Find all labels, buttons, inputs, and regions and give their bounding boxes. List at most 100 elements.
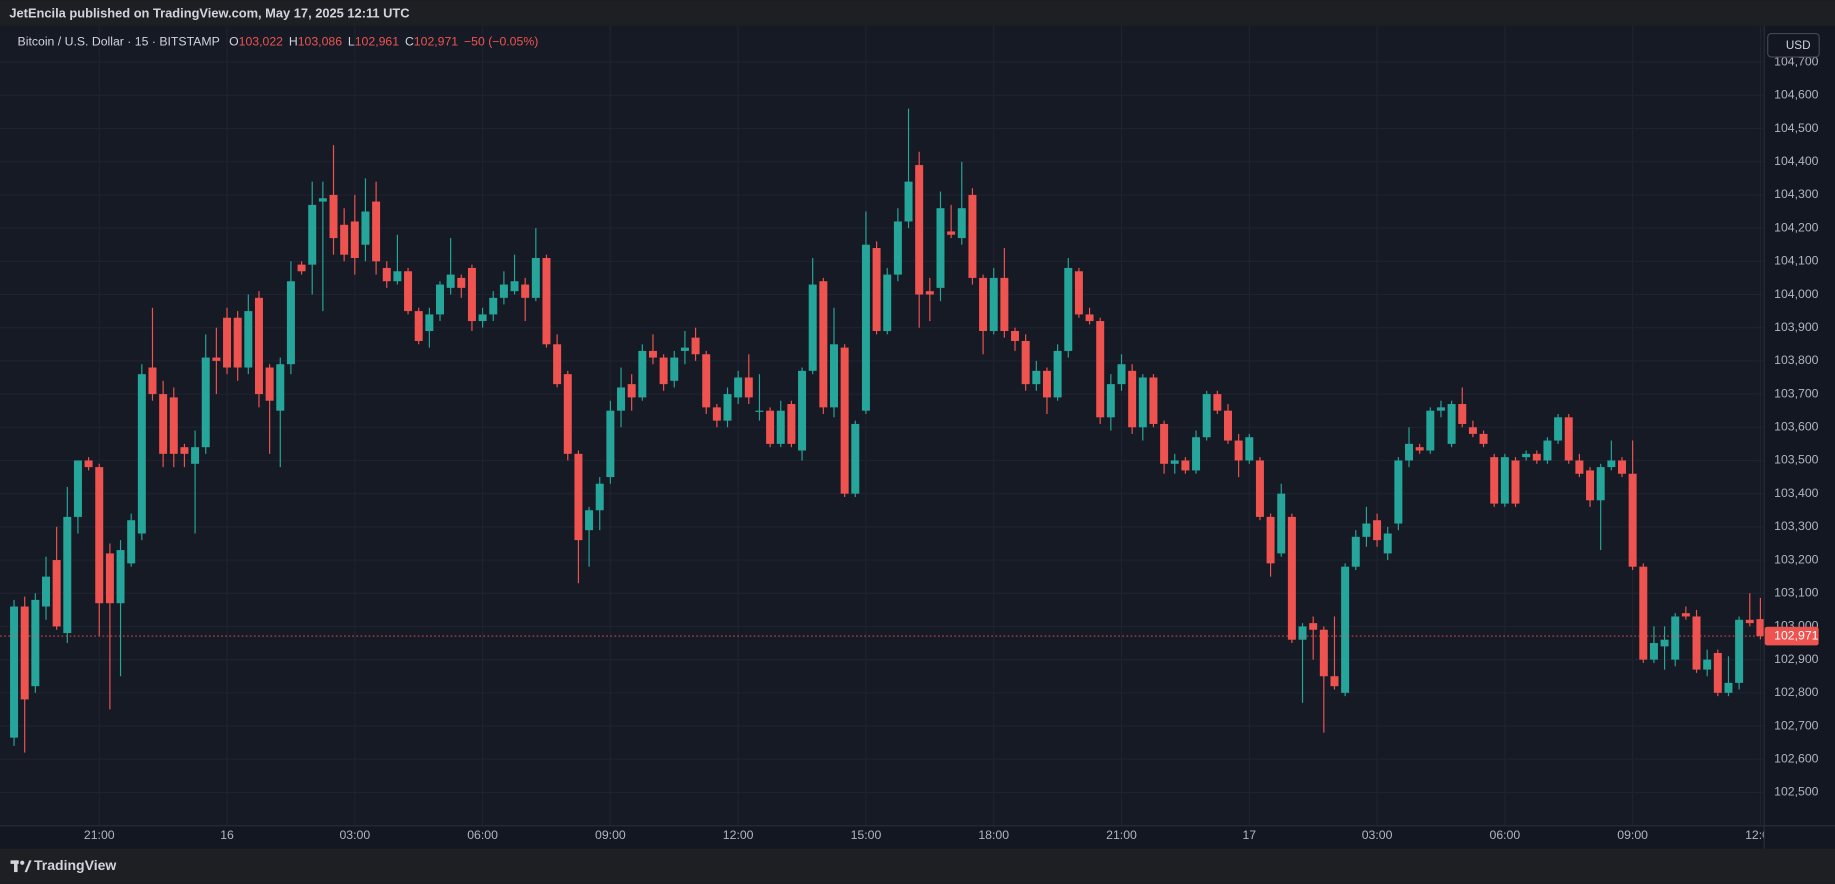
candle-body <box>776 410 785 444</box>
y-tick-label: 103,500 <box>1774 453 1819 467</box>
candle-body <box>1277 493 1286 554</box>
candle-body <box>116 550 125 604</box>
candle-body <box>318 198 327 202</box>
candle-body <box>159 394 168 454</box>
candle-body <box>1330 676 1339 687</box>
candle-body <box>808 284 817 371</box>
candle-body <box>1202 394 1211 438</box>
candle-body <box>819 281 828 408</box>
candle-body <box>1394 460 1403 524</box>
candle-body <box>755 410 764 412</box>
candle-body <box>489 297 498 315</box>
candle-body <box>1160 423 1169 464</box>
y-tick-label: 104,100 <box>1774 254 1819 268</box>
candle-body <box>1309 623 1318 630</box>
candle-body <box>840 347 849 494</box>
candle-body <box>1383 533 1392 554</box>
candle-body <box>1575 460 1584 474</box>
candle-body <box>478 314 487 322</box>
candle-body <box>52 560 61 627</box>
candle-body <box>734 377 743 398</box>
currency-box[interactable] <box>1767 32 1820 58</box>
candle-body <box>680 347 689 351</box>
candle-body <box>1458 404 1467 424</box>
candle-body <box>1319 629 1328 677</box>
candle-body <box>744 377 753 398</box>
y-tick-label: 102,800 <box>1774 685 1819 699</box>
candle-body <box>1522 453 1531 458</box>
x-tick-label: 09:00 <box>1617 828 1648 842</box>
candle-body <box>137 374 146 534</box>
candle-body <box>1032 370 1041 385</box>
candle-body <box>20 606 29 700</box>
candle-body <box>595 483 604 511</box>
candle-body <box>510 281 519 292</box>
y-tick-label: 103,600 <box>1774 420 1819 434</box>
candle-body <box>1511 460 1520 504</box>
y-tick-label: 104,200 <box>1774 220 1819 234</box>
y-tick-label: 102,500 <box>1774 785 1819 799</box>
currency[interactable]: USD <box>1786 39 1811 52</box>
top-bar <box>0 0 1835 26</box>
candle-body <box>691 337 700 355</box>
x-tick-label: 12:00 <box>723 828 754 842</box>
candle-body <box>1415 447 1424 451</box>
candle-body <box>585 510 594 531</box>
candle-body <box>1287 516 1296 640</box>
candle-body <box>1426 410 1435 451</box>
candle-body <box>446 274 455 288</box>
candle-body <box>212 357 221 361</box>
candle-body <box>276 364 285 411</box>
y-tick-label: 103,100 <box>1774 585 1819 599</box>
change: −50 (−0.05%) <box>464 35 538 49</box>
candle-body <box>1223 410 1232 441</box>
x-tick-label: 09:00 <box>595 828 626 842</box>
legend-key: L <box>348 35 355 49</box>
candle-body <box>1660 639 1669 647</box>
candle-body <box>42 576 50 607</box>
candle-body <box>1106 384 1115 418</box>
candle-body <box>127 520 136 564</box>
candle-body <box>1213 394 1222 411</box>
candle-body <box>1042 370 1051 398</box>
candle-body <box>659 357 668 385</box>
candle-body <box>95 467 104 604</box>
y-tick-label: 102,600 <box>1774 751 1819 765</box>
y-tick-label: 103,900 <box>1774 320 1819 334</box>
candle-body <box>63 516 72 634</box>
x-tick-label: 21:00 <box>1106 828 1137 842</box>
candle-body <box>542 257 551 345</box>
candle-body <box>1607 460 1616 468</box>
candle-body <box>425 314 434 332</box>
candle-body <box>233 317 242 368</box>
candle-body <box>1234 440 1243 461</box>
candle-body <box>1011 331 1020 341</box>
x-tick-label: 17 <box>1242 828 1256 842</box>
candle-body <box>1170 460 1179 464</box>
candle-body <box>1724 682 1733 693</box>
candle-body <box>723 394 732 421</box>
candle-body <box>1373 520 1382 541</box>
y-tick-label: 104,000 <box>1774 287 1819 301</box>
grid <box>0 25 1764 826</box>
candle-body <box>1351 536 1360 567</box>
candle-body <box>1074 271 1083 315</box>
candle-body <box>404 271 413 312</box>
y-tick-label: 103,800 <box>1774 353 1819 367</box>
candle-body <box>265 367 274 401</box>
candle-body <box>361 211 370 245</box>
candle-body <box>414 311 423 341</box>
candle-body <box>1362 523 1371 537</box>
candle-body <box>31 599 40 687</box>
legend-value: 102,971 <box>414 35 459 49</box>
candle-body <box>1713 652 1722 693</box>
candle-body <box>968 194 977 278</box>
y-tick-label: 104,700 <box>1774 54 1819 68</box>
candle-body <box>531 257 540 298</box>
candle-body <box>1586 470 1595 501</box>
candle-body <box>499 284 508 298</box>
x-tick-label: 06:00 <box>467 828 498 842</box>
candle-body <box>861 244 870 411</box>
y-tick-label: 104,600 <box>1774 88 1819 102</box>
